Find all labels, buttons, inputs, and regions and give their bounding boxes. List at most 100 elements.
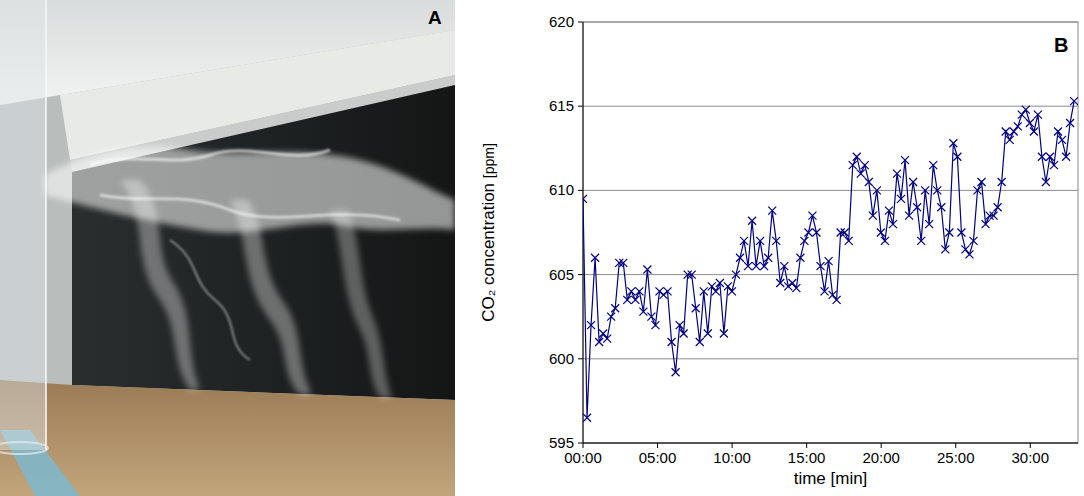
marker-cross — [688, 271, 696, 279]
marker-cross — [704, 330, 712, 338]
marker-cross — [696, 338, 704, 346]
data-point — [724, 282, 732, 290]
data-point — [1018, 111, 1026, 119]
marker-cross — [837, 229, 845, 237]
data-point — [825, 257, 833, 265]
data-point — [998, 178, 1006, 186]
marker-cross — [631, 296, 639, 304]
data-point — [676, 321, 684, 329]
marker-cross — [929, 161, 937, 169]
data-point — [849, 161, 857, 169]
data-point — [680, 330, 688, 338]
data-point — [837, 229, 845, 237]
data-point — [728, 287, 736, 295]
marker-cross — [1026, 119, 1034, 127]
data-point — [861, 161, 869, 169]
smoke-wisp — [330, 210, 392, 398]
marker-cross — [909, 178, 917, 186]
data-point — [821, 287, 829, 295]
data-point — [957, 229, 965, 237]
x-tick-label: 05:00 — [639, 449, 677, 466]
data-point — [1050, 161, 1058, 169]
data-point — [829, 291, 837, 299]
data-point — [909, 178, 917, 186]
marker-cross — [700, 287, 708, 295]
data-point — [921, 186, 929, 194]
data-point — [696, 338, 704, 346]
data-point — [933, 186, 941, 194]
y-tick — [578, 22, 583, 23]
data-point — [587, 321, 595, 329]
marker-cross — [1018, 111, 1026, 119]
marker-cross — [1058, 136, 1066, 144]
data-point — [978, 178, 986, 186]
marker-cross — [744, 262, 752, 270]
data-point — [664, 287, 672, 295]
marker-cross — [945, 229, 953, 237]
marker-cross — [865, 178, 873, 186]
marker-cross — [986, 212, 994, 220]
marker-cross — [736, 254, 744, 262]
data-point — [607, 313, 615, 321]
data-point — [994, 203, 1002, 211]
marker-cross — [599, 330, 607, 338]
marker-cross — [1002, 127, 1010, 135]
data-point — [744, 262, 752, 270]
marker-cross — [965, 250, 973, 258]
marker-cross — [647, 313, 655, 321]
data-point — [611, 304, 619, 312]
marker-cross — [905, 212, 913, 220]
marker-cross — [1006, 136, 1014, 144]
marker-cross — [672, 368, 680, 376]
data-point — [643, 266, 651, 274]
data-point — [780, 262, 788, 270]
data-point — [945, 229, 953, 237]
smoke-strand — [100, 195, 400, 220]
marker-cross — [829, 291, 837, 299]
marker-cross — [643, 266, 651, 274]
marker-cross — [901, 156, 909, 164]
y-tick — [578, 190, 583, 191]
data-point — [768, 207, 776, 215]
x-tick-label: 00:00 — [564, 449, 602, 466]
data-point — [1042, 178, 1050, 186]
marker-cross — [1030, 127, 1038, 135]
data-point — [986, 212, 994, 220]
y-tick-label: 610 — [549, 181, 574, 198]
marker-cross — [933, 186, 941, 194]
data-point — [672, 368, 680, 376]
data-point — [619, 259, 627, 267]
data-point — [631, 296, 639, 304]
plot-frame — [583, 22, 1078, 443]
data-point — [937, 203, 945, 211]
y-tick — [578, 443, 583, 444]
data-point — [885, 207, 893, 215]
cylinder-edge — [45, 0, 47, 450]
marker-cross — [893, 170, 901, 178]
marker-cross — [668, 338, 676, 346]
marker-cross — [792, 284, 800, 292]
y-tick-label: 605 — [549, 266, 574, 283]
x-tick — [881, 443, 882, 448]
data-point — [877, 229, 885, 237]
data-point — [764, 254, 772, 262]
x-tick-label: 15:00 — [788, 449, 826, 466]
data-point — [1002, 127, 1010, 135]
marker-cross — [873, 186, 881, 194]
data-point — [969, 237, 977, 245]
marker-cross — [627, 287, 635, 295]
data-point — [804, 229, 812, 237]
marker-cross — [603, 335, 611, 343]
data-point — [688, 271, 696, 279]
marker-cross — [1070, 97, 1078, 105]
data-area — [583, 97, 1078, 422]
marker-cross — [760, 262, 768, 270]
x-tick-label: 10:00 — [713, 449, 751, 466]
marker-cross — [635, 287, 643, 295]
data-point — [1070, 97, 1078, 105]
marker-cross — [716, 279, 724, 287]
data-point — [897, 195, 905, 203]
data-point — [873, 186, 881, 194]
data-point — [857, 170, 865, 178]
data-point — [1010, 127, 1018, 135]
